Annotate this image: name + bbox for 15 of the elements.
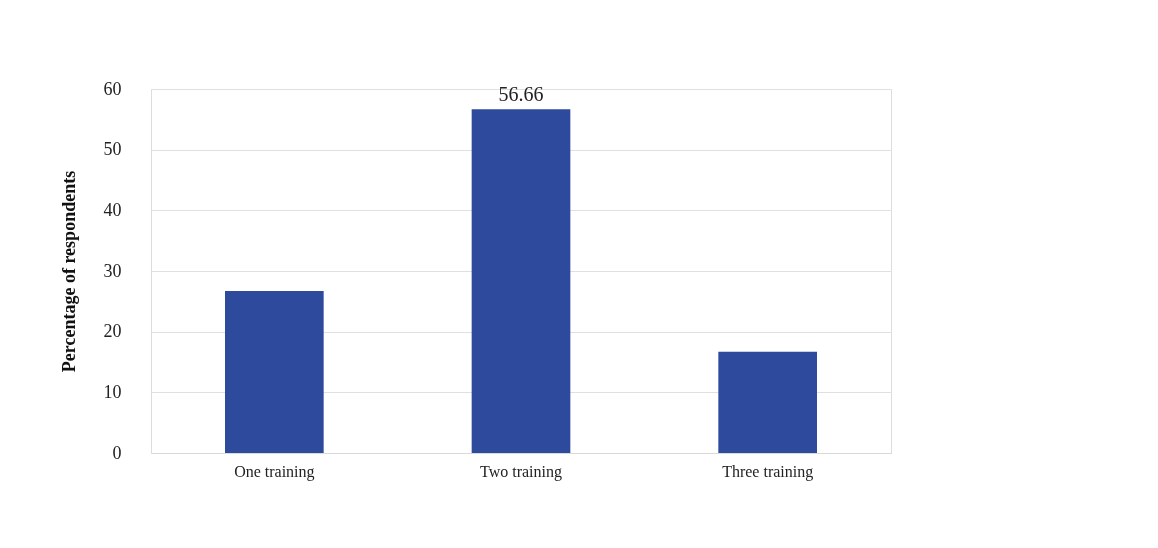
y-tick-label: 50 <box>103 139 122 160</box>
y-tick-label: 0 <box>112 442 122 463</box>
x-tick-label: Two training <box>480 462 562 481</box>
bar <box>471 109 571 453</box>
data-label: 56.66 <box>498 83 544 106</box>
y-tick-label: 20 <box>103 321 122 342</box>
y-axis-title: Percentage of respondents <box>58 170 79 373</box>
y-tick-label: 60 <box>103 78 122 99</box>
bar <box>718 351 817 453</box>
y-tick-label: 30 <box>103 260 122 281</box>
x-tick-label: Three training <box>722 462 814 481</box>
x-tick-label: One training <box>234 462 315 481</box>
y-tick-label: 10 <box>103 381 122 402</box>
bar <box>225 291 324 453</box>
y-tick-label: 40 <box>103 199 122 220</box>
